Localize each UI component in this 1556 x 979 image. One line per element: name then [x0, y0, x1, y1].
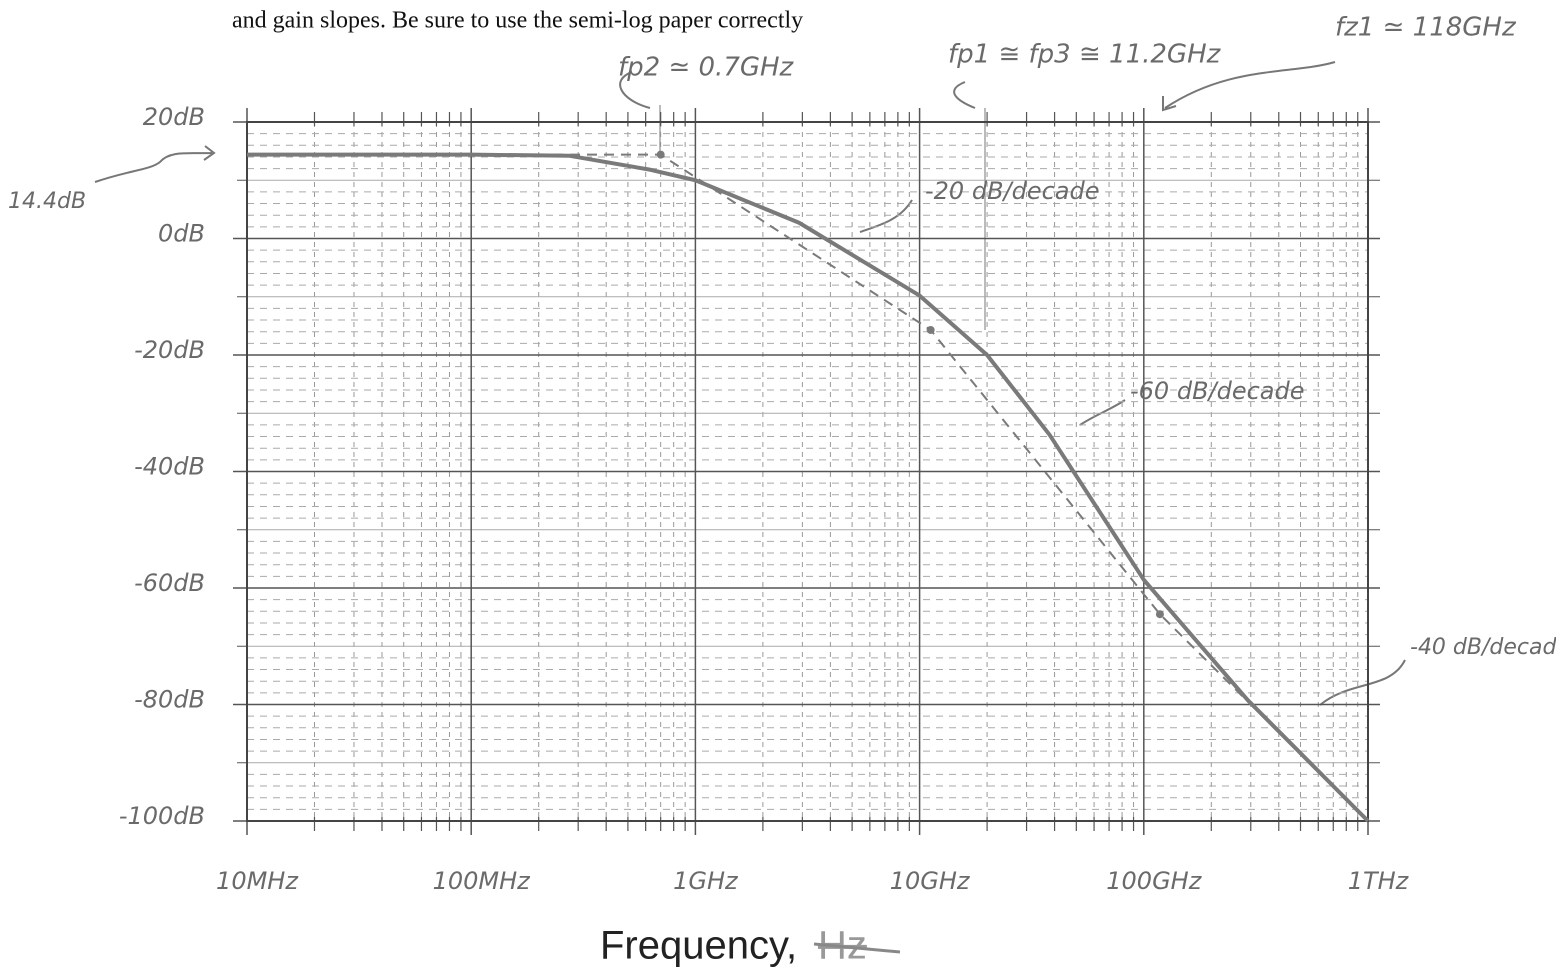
plot-area [233, 108, 1380, 835]
header-text: and gain slopes. Be sure to use the semi… [232, 8, 803, 34]
x-tick-label: 10MHz [216, 867, 299, 895]
x-tick-label: 1GHz [673, 867, 739, 895]
asymptote-line [247, 153, 1369, 822]
break-point [656, 150, 665, 159]
break-point [926, 325, 935, 334]
y-tick-label: -20dB [134, 336, 205, 364]
x-tick-label: 10GHz [890, 867, 971, 895]
annotation-arrows [94, 61, 1406, 706]
y-tick-label: 0dB [158, 220, 205, 248]
x-tick-label: 100GHz [1106, 867, 1202, 895]
x-tick-label: 100MHz [433, 867, 532, 895]
annotation: 14.4dB [8, 189, 86, 214]
arrow [1079, 399, 1126, 426]
x-tick-label: 1THz [1348, 867, 1410, 895]
y-tick-label: 20dB [143, 103, 205, 131]
annotation: fp2 ≃ 0.7GHz [618, 53, 795, 83]
strike-mark [813, 942, 901, 954]
arrow [1164, 61, 1336, 109]
arrow [953, 81, 976, 109]
annotation: fz1 ≃ 118GHz [1335, 13, 1517, 43]
break-point [1155, 610, 1164, 619]
arrow [94, 152, 213, 183]
y-tick-label: -60dB [134, 569, 205, 597]
y-tick-label: -100dB [119, 802, 205, 830]
arrow [859, 199, 913, 233]
arrow [619, 71, 651, 109]
arrow-head [1162, 96, 1177, 112]
gain-curve [247, 152, 1370, 823]
annotation: -40 dB/decade [1410, 635, 1556, 660]
y-tick-label: -80dB [134, 686, 205, 714]
annotation: fp1 ≅ fp3 ≅ 11.2GHz [948, 40, 1222, 70]
arrow [1319, 659, 1406, 706]
y-tick-label: -40dB [134, 453, 205, 481]
annotation: -20 dB/decade [925, 177, 1100, 205]
x-axis-label: Frequency, [600, 924, 797, 968]
plot-frame [246, 121, 1369, 822]
arrow-head [203, 145, 216, 161]
annotation: -60 dB/decade [1130, 377, 1305, 405]
